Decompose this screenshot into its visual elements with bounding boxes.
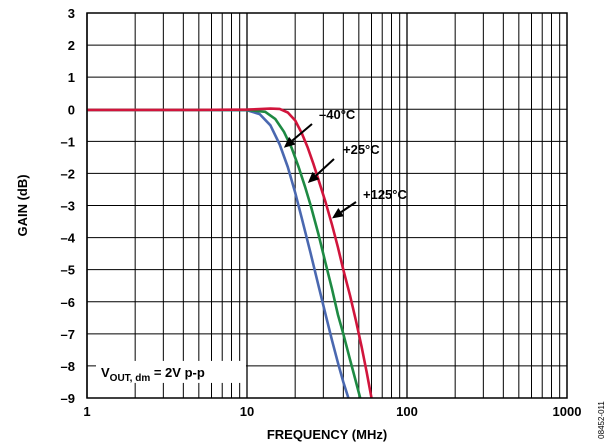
condition-label: VOUT, dm = 2V p-p <box>101 365 205 384</box>
y-tick-label: –6 <box>61 295 75 310</box>
y-tick-label: –3 <box>61 199 75 214</box>
annotation-label: +125°C <box>363 187 407 202</box>
x-axis-label: FREQUENCY (MHz) <box>267 427 387 442</box>
x-tick-labels: 1 10 100 1000 <box>83 404 581 419</box>
annotation-arrow-shaft <box>315 158 335 177</box>
annotation-label: +25°C <box>343 142 380 157</box>
annotation-label: –40°C <box>319 107 356 122</box>
annotation-arrow-head <box>283 136 296 148</box>
annotation-arrow-shaft <box>291 123 313 142</box>
condition-label-main: V <box>101 365 110 380</box>
annotations: –40°C +25°C +125°C <box>283 107 407 219</box>
y-tick-label: –8 <box>61 359 75 374</box>
annotation-arrow-head <box>307 171 320 184</box>
figure-id: 08452-011 <box>597 401 606 439</box>
annotation-arrow-head <box>332 208 344 219</box>
plot-frame <box>86 12 568 399</box>
x-tick-label: 100 <box>396 404 418 419</box>
y-tick-label: –4 <box>61 231 76 246</box>
condition-label-background <box>96 360 246 383</box>
x-tick-label: 1000 <box>553 404 582 419</box>
annotation-arrow-shaft <box>340 201 357 213</box>
y-tick-label: –1 <box>61 134 75 149</box>
x-tick-label: 1 <box>83 404 90 419</box>
y-tick-label: –5 <box>61 263 75 278</box>
condition-label-sub: OUT, dm <box>110 373 151 384</box>
series-lines <box>87 107 373 399</box>
series-line <box>87 108 350 399</box>
y-tick-label: 0 <box>68 102 75 117</box>
x-tick-label: 10 <box>240 404 254 419</box>
y-tick-label: 1 <box>68 70 75 85</box>
y-tick-label: 3 <box>68 6 75 21</box>
y-axis-label: GAIN (dB) <box>15 174 30 236</box>
y-tick-label: 2 <box>68 38 75 53</box>
series-line <box>87 107 373 399</box>
condition-label-rest: = 2V p-p <box>150 365 205 380</box>
series-line <box>87 108 362 399</box>
y-tick-label: –2 <box>61 166 75 181</box>
y-tick-labels: 3 2 1 0 –1 –2 –3 –4 –5 –6 –7 –8 –9 <box>61 6 76 406</box>
y-tick-label: –7 <box>61 327 75 342</box>
y-tick-label: –9 <box>61 391 75 406</box>
